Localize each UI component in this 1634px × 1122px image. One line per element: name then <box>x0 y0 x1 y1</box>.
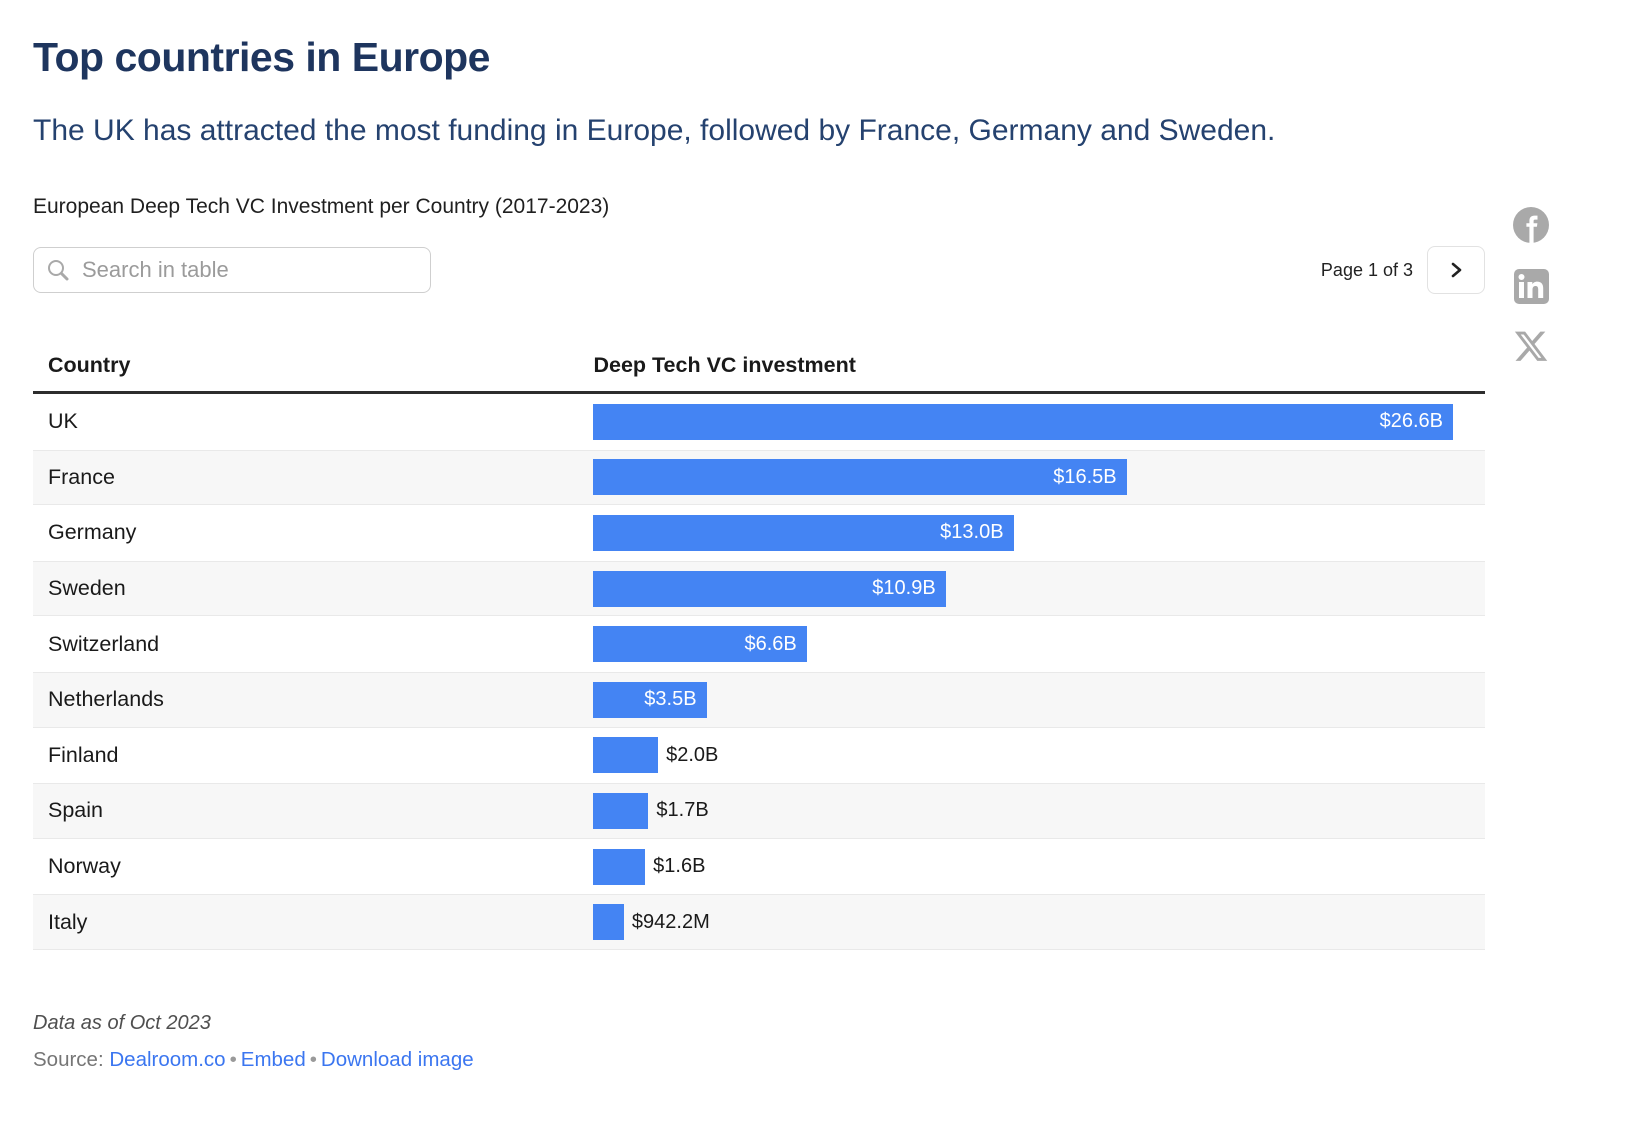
table-row: Italy $942.2M <box>33 894 1485 950</box>
bar-value-inside: $16.5B <box>1053 465 1117 488</box>
source-prefix: Source: <box>33 1047 104 1071</box>
search-box[interactable] <box>33 247 431 293</box>
bar-value-outside: $1.6B <box>653 855 706 878</box>
table-row: France $16.5B <box>33 449 1485 506</box>
country-cell: UK <box>48 409 78 434</box>
share-rail <box>1513 207 1549 365</box>
country-cell: Germany <box>48 520 137 545</box>
bar-cell: $1.6B <box>593 839 1485 895</box>
pagination-label: Page 1 of 3 <box>1320 259 1413 280</box>
source-line: Source: Dealroom.co • Embed • Download image <box>33 1048 1485 1072</box>
chevron-right-icon <box>1451 262 1462 278</box>
x-icon <box>1514 331 1548 361</box>
source-link[interactable]: Dealroom.co <box>109 1047 226 1071</box>
country-cell: Italy <box>48 909 88 934</box>
table-row: UK $26.6B <box>33 394 1485 450</box>
column-header-investment: Deep Tech VC investment <box>593 353 856 377</box>
table-row: Finland $2.0B <box>33 727 1485 784</box>
bar-cell: $1.7B <box>593 784 1485 838</box>
bar: $16.5B <box>593 459 1127 496</box>
download-image-link[interactable]: Download image <box>320 1047 474 1071</box>
page-title: Top countries in Europe <box>33 34 490 80</box>
table-row: Germany $13.0B <box>33 505 1485 561</box>
bar <box>593 737 659 774</box>
linkedin-share-button[interactable] <box>1513 268 1549 304</box>
table-row: Spain $1.7B <box>33 783 1485 839</box>
bar: $3.5B <box>593 681 707 718</box>
data-note: Data as of Oct 2023 <box>33 1011 211 1034</box>
bar-cell: $13.0B <box>593 505 1485 561</box>
table-header: Country Deep Tech VC investment <box>33 343 1485 394</box>
country-cell: Finland <box>48 742 119 767</box>
bar-cell: $6.6B <box>593 616 1485 672</box>
table-row: Sweden $10.9B <box>33 560 1485 617</box>
search-input[interactable] <box>82 257 418 283</box>
table-row: Switzerland $6.6B <box>33 616 1485 672</box>
table-controls: Page 1 of 3 <box>33 246 1485 294</box>
table-row: Netherlands $3.5B <box>33 671 1485 728</box>
bar-cell: $2.0B <box>593 728 1485 784</box>
country-cell: Spain <box>48 798 103 823</box>
bar <box>593 848 646 885</box>
bar-value-inside: $26.6B <box>1379 410 1443 433</box>
bar-cell: $942.2M <box>593 895 1485 949</box>
separator-dot: • <box>309 1047 317 1071</box>
country-cell: Sweden <box>48 576 126 601</box>
bar <box>593 904 624 941</box>
country-cell: Netherlands <box>48 687 164 712</box>
country-cell: Switzerland <box>48 631 160 656</box>
bar: $6.6B <box>593 626 807 663</box>
facebook-icon <box>1513 207 1549 243</box>
bar-value-outside: $2.0B <box>666 743 719 766</box>
country-cell: France <box>48 464 115 489</box>
table-body: UK $26.6B France $16.5B Germany $13.0B S… <box>33 394 1485 950</box>
bar: $10.9B <box>593 570 946 607</box>
bar-value-inside: $13.0B <box>940 521 1004 544</box>
facebook-share-button[interactable] <box>1513 207 1549 243</box>
data-table: Country Deep Tech VC investment UK $26.6… <box>33 343 1485 950</box>
bar-value-outside: $1.7B <box>656 799 709 822</box>
pagination: Page 1 of 3 <box>1321 246 1485 294</box>
linkedin-icon <box>1513 268 1549 304</box>
bar-value-inside: $10.9B <box>872 577 936 600</box>
bar-cell: $26.6B <box>593 394 1485 450</box>
column-header-country: Country <box>48 353 131 377</box>
chart-widget: Top countries in Europe The UK has attra… <box>33 0 1485 1072</box>
bar <box>593 792 649 829</box>
bar: $13.0B <box>593 514 1014 551</box>
table-row: Norway $1.6B <box>33 838 1485 895</box>
x-share-button[interactable] <box>1513 329 1549 365</box>
next-page-button[interactable] <box>1427 246 1485 294</box>
bar-cell: $10.9B <box>593 562 1485 616</box>
page-subtitle: The UK has attracted the most funding in… <box>33 114 1276 147</box>
bar-cell: $3.5B <box>593 673 1485 727</box>
bar-value-outside: $942.2M <box>631 910 710 933</box>
bar-value-inside: $6.6B <box>744 632 797 655</box>
separator-dot: • <box>229 1047 237 1071</box>
country-cell: Norway <box>48 854 121 879</box>
bar: $26.6B <box>593 403 1453 440</box>
embed-link[interactable]: Embed <box>240 1047 306 1071</box>
bar-cell: $16.5B <box>593 451 1485 505</box>
chart-title: European Deep Tech VC Investment per Cou… <box>33 195 610 218</box>
search-icon <box>48 260 69 281</box>
bar-value-inside: $3.5B <box>644 688 697 711</box>
